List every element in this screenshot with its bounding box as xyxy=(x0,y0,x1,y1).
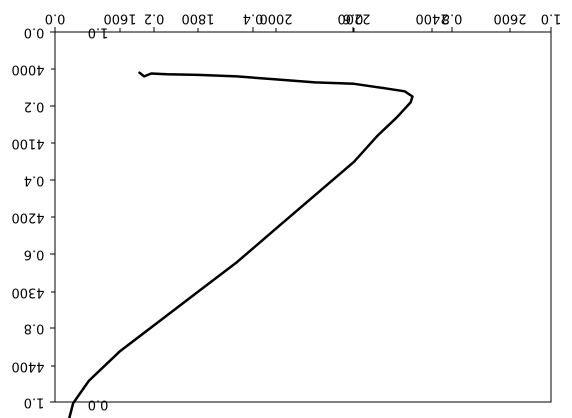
top-secondary-label: 2600 xyxy=(493,11,526,26)
top-primary-label: 0.2 xyxy=(144,11,165,26)
top-primary-label: 0.8 xyxy=(442,11,463,26)
left-primary-label: 0.6 xyxy=(24,247,45,262)
left-secondary-label: 4200 xyxy=(11,210,44,225)
left-primary-label: 1.0 xyxy=(24,395,45,410)
series-line xyxy=(68,71,414,418)
top-primary-label: 0.0 xyxy=(45,11,66,26)
left-primary-label: 0.2 xyxy=(24,99,45,114)
tick-marks xyxy=(50,27,552,403)
top-secondary-label: 2400 xyxy=(415,11,448,26)
top-primary-label: 1.0 xyxy=(541,11,562,26)
left-primary-label: 0.4 xyxy=(24,173,45,188)
mirrored-figure xyxy=(50,27,552,418)
left-secondary-label: 4300 xyxy=(11,285,44,300)
left-secondary-label: 4100 xyxy=(11,136,44,151)
top-primary-label: 0.6 xyxy=(343,11,364,26)
plot-frame xyxy=(54,31,552,403)
top-secondary-label: 1600 xyxy=(103,11,136,26)
left-secondary-label: 4400 xyxy=(11,359,44,374)
left-primary-label: 0.8 xyxy=(24,321,45,336)
left-secondary-label: 4000 xyxy=(11,62,44,77)
left-primary-label: 0.0 xyxy=(24,25,45,40)
top-secondary-label: 1800 xyxy=(181,11,214,26)
stray-label-bottom: 0.0 xyxy=(88,397,109,412)
top-primary-label: 0.4 xyxy=(243,11,264,26)
stray-label-top: 1.0 xyxy=(88,25,109,40)
top-secondary-label: 2000 xyxy=(259,11,292,26)
top-secondary-label: 2200 xyxy=(337,11,370,26)
